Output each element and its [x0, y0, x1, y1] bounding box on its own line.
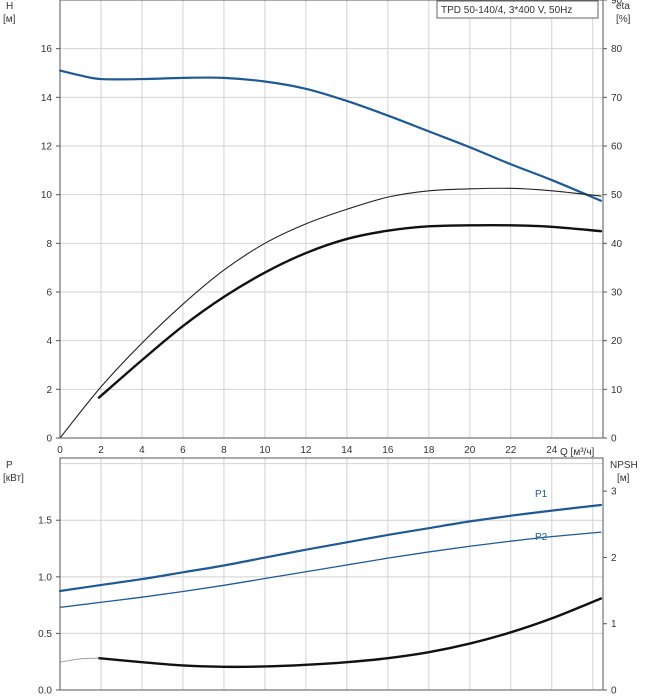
- x-tick-label: 20: [464, 445, 476, 456]
- y-right-tick-label: 30: [611, 288, 623, 299]
- x-tick-label: 24: [546, 445, 558, 456]
- h-axis-title: H: [6, 1, 13, 12]
- h-axis-unit: [м]: [3, 14, 16, 25]
- npsh-axis-unit: [м]: [617, 473, 630, 484]
- x-tick-label: 6: [180, 445, 186, 456]
- series-head: [58, 69, 603, 202]
- p-axis-title: P: [6, 460, 13, 471]
- x-tick-label: 2: [98, 445, 104, 456]
- y-right-tick-label: 50: [611, 190, 623, 201]
- q-axis-label: Q [м³/ч]: [560, 447, 595, 458]
- x-tick-label: 0: [57, 445, 63, 456]
- x-tick-label: 22: [505, 445, 517, 456]
- y-right-tick-label: 0: [611, 686, 617, 697]
- series-p1: [58, 503, 603, 593]
- p-axis-unit: [кВт]: [3, 473, 24, 484]
- x-tick-label: 16: [382, 445, 394, 456]
- y-left-tick-label: 16: [41, 44, 53, 55]
- y-left-tick-label: 1.0: [38, 572, 52, 583]
- axis-labels: H [м] eta [%] Q [м³/ч] P [кВт] NPSH [м]: [3, 1, 638, 484]
- series-p2: [59, 531, 602, 609]
- plot-frame: [59, 457, 604, 691]
- npsh-axis-title: NPSH: [610, 460, 638, 471]
- series-npsh_lead: [59, 657, 100, 663]
- y-left-tick-label: 12: [41, 142, 53, 153]
- x-tick-label: 12: [300, 445, 312, 456]
- y-left-tick-label: 4: [46, 336, 52, 347]
- power-plot-grid: [60, 458, 603, 690]
- y-left-tick-label: 1.5: [38, 516, 52, 527]
- y-right-tick-label: 20: [611, 336, 623, 347]
- y-left-tick-label: 0.5: [38, 629, 52, 640]
- p2-label: P2: [535, 532, 548, 543]
- series-eta_thin: [59, 187, 602, 439]
- p1-label: P1: [535, 489, 548, 500]
- head-plot-curves: [58, 69, 603, 439]
- y-left-tick-label: 8: [46, 239, 52, 250]
- y-left-tick-label: 0.0: [38, 686, 52, 697]
- y-right-tick-label: 60: [611, 142, 623, 153]
- y-right-tick-label: 0: [611, 434, 617, 445]
- x-tick-label: 10: [259, 445, 271, 456]
- x-tick-label: 4: [139, 445, 145, 456]
- y-left-tick-label: 2: [46, 385, 52, 396]
- head-plot-grid: [60, 0, 603, 438]
- x-tick-label: 8: [221, 445, 227, 456]
- legend-box: TPD 50-140/4, 3*400 V, 50Hz: [436, 0, 599, 19]
- series-npsh: [97, 597, 603, 669]
- eta-axis-unit: [%]: [616, 14, 631, 25]
- series-labels: P1 P2: [535, 489, 548, 543]
- y-left-tick-label: 10: [41, 190, 53, 201]
- y-right-tick-label: 3: [611, 487, 617, 498]
- y-right-tick-label: 10: [611, 385, 623, 396]
- y-left-tick-label: 6: [46, 288, 52, 299]
- y-right-tick-label: 1: [611, 619, 617, 630]
- y-right-tick-label: 70: [611, 93, 623, 104]
- y-right-tick-label: 80: [611, 44, 623, 55]
- y-left-tick-label: 0: [46, 434, 52, 445]
- y-right-tick-label: 2: [611, 553, 617, 564]
- power-plot-curves: [58, 503, 603, 669]
- x-tick-label: 14: [341, 445, 353, 456]
- eta-axis-title: eta: [616, 1, 630, 12]
- y-right-tick-label: 40: [611, 239, 623, 250]
- plot-frames: [59, 0, 604, 691]
- x-tick-label: 18: [423, 445, 435, 456]
- y-right-tick-label: 90: [611, 0, 623, 7]
- legend-label: TPD 50-140/4, 3*400 V, 50Hz: [441, 5, 572, 16]
- series-eta_thick: [97, 223, 603, 399]
- plot-frame: [59, 0, 604, 439]
- y-left-tick-label: 14: [41, 93, 53, 104]
